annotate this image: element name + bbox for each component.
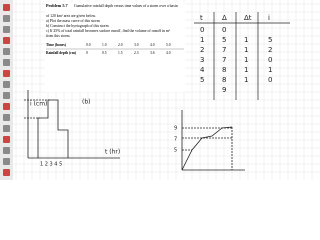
sketch-y-tick: 7: [174, 137, 177, 143]
notes-header: t: [200, 14, 203, 22]
tool-button[interactable]: [3, 92, 10, 99]
table-cell: Rainfall depth (cm): [46, 51, 77, 55]
tool-button[interactable]: [3, 26, 10, 33]
table-cell: Time (hours): [46, 43, 67, 47]
sketch-hyetograph: [24, 90, 120, 159]
tool-button[interactable]: [3, 114, 10, 121]
tool-button[interactable]: [3, 59, 10, 66]
tool-button[interactable]: [3, 169, 10, 176]
notes-cell: 7: [222, 46, 226, 54]
notes-cell: 0: [200, 26, 204, 34]
table-cell: 4.0: [150, 43, 155, 47]
sketch-y-ticks: 9 7 5: [174, 126, 177, 154]
table-cell: 1.0: [102, 43, 107, 47]
screen: Problem 5.7 Cumulative rainfall depth ve…: [0, 0, 320, 180]
table-cell: 2.3: [134, 51, 139, 55]
handwritten-table: t Δ Δt i0 01 5 1 52 7 1 23 7 1 04 8 1 15 8 1 09: [194, 12, 290, 100]
notes-cell: 1: [244, 76, 248, 84]
table-cell: 3.6: [150, 51, 155, 55]
tool-button[interactable]: [3, 125, 10, 132]
notes-cell: 8: [222, 76, 226, 84]
table-cell: 3.0: [134, 43, 139, 47]
notes-cell: 2: [200, 46, 204, 54]
toolbar: [0, 0, 13, 180]
tool-button[interactable]: [3, 136, 10, 143]
tool-button[interactable]: [3, 81, 10, 88]
notes-header: Δ: [222, 14, 227, 22]
notes-cell: 1: [244, 46, 248, 54]
notes-cell: 0: [268, 76, 272, 84]
tool-icons: [3, 4, 10, 176]
problem-line: b) Construct the hyetograph of this stor…: [46, 24, 109, 28]
tool-button[interactable]: [3, 158, 10, 165]
problem-title: Problem 5.7: [46, 3, 68, 8]
sketch-mass-curve: [181, 110, 245, 171]
table-cell: 0.0: [86, 43, 91, 47]
table-cell: 1.5: [118, 51, 123, 55]
notes-cell: 3: [200, 56, 204, 64]
tool-button[interactable]: [3, 103, 10, 110]
sketch-y-label: i (cm): [30, 101, 47, 108]
notes-cell: 2: [268, 46, 272, 54]
data-table: Time (hours) 0.0 1.0 2.0 3.0 4.0 5.0 Rainfall d…: [46, 43, 184, 55]
problem-line: from this storm.: [46, 34, 70, 38]
sketch-x-ticks: 1 2 3 4 5: [40, 162, 62, 168]
notes-cell: 1: [244, 36, 248, 44]
table-cell: 0: [86, 51, 88, 55]
tool-button[interactable]: [3, 48, 10, 55]
notes-cell: 5: [268, 36, 272, 44]
table-cell: 5.0: [166, 43, 171, 47]
notes-cell: 4: [200, 66, 205, 74]
notes-cell: 1: [244, 56, 248, 64]
notes-cell: 5: [200, 76, 204, 84]
problem-line: c) If 25% of total rainfall becomes surf…: [46, 29, 171, 34]
notes-header: i: [268, 14, 270, 22]
notes-header: Δt: [244, 14, 252, 22]
table-cell: 2.0: [118, 43, 123, 47]
canvas: Problem 5.7 Cumulative rainfall depth ve…: [0, 0, 320, 180]
problem-text: Cumulative rainfall depth versus time va…: [46, 4, 178, 38]
notes-cell: 9: [222, 86, 226, 94]
sketch-x-label: t (hr): [105, 149, 120, 156]
problem-line: Cumulative rainfall depth versus time va…: [74, 4, 178, 8]
problem-line: a) Plot the mass curve of this storm: [46, 19, 100, 23]
table-cell: 4.0: [166, 51, 171, 55]
sketch-y-tick: 5: [174, 148, 177, 154]
notes-cell: 7: [222, 56, 226, 64]
notes-cell: 1: [200, 36, 204, 44]
sketch-y-tick: 9: [174, 126, 177, 132]
tool-button[interactable]: [3, 15, 10, 22]
tool-button[interactable]: [3, 147, 10, 154]
tool-button[interactable]: [3, 37, 10, 44]
notes-cell: 1: [244, 66, 248, 74]
notes-cell: 0: [268, 56, 272, 64]
tool-button[interactable]: [3, 4, 10, 11]
sketch-part: (b): [82, 99, 91, 106]
notes-cell: 1: [268, 66, 272, 74]
notes-cell: 8: [222, 66, 226, 74]
problem-box: [45, 2, 185, 92]
table-cell: 0.5: [102, 51, 107, 55]
notes-cell: 5: [222, 36, 226, 44]
problem-line: of 120 km² area are given below.: [46, 14, 96, 18]
tool-button[interactable]: [3, 70, 10, 77]
notes-cell: 0: [222, 26, 226, 34]
